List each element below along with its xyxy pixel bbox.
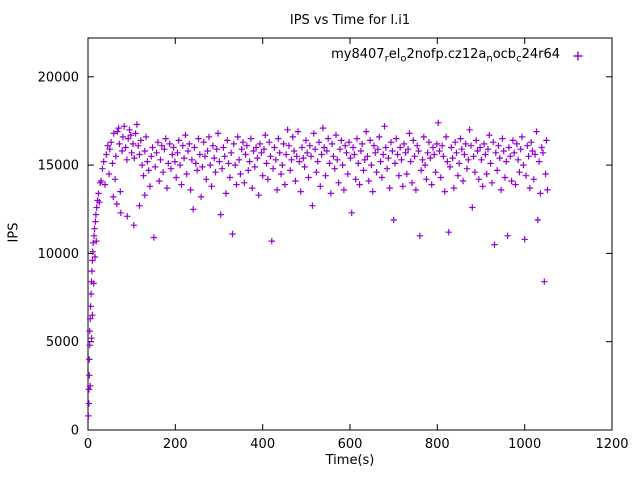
legend-label-text: el (388, 47, 401, 62)
x-tick-label: 1200 (595, 437, 628, 452)
scatter-points (85, 119, 551, 420)
x-tick-label: 200 (163, 437, 188, 452)
legend-label-subscript: c (516, 53, 522, 65)
legend-label-text: my8407 (331, 47, 385, 62)
y-tick-label: 10000 (38, 247, 79, 262)
plot-border (87, 37, 613, 431)
x-tick-label: 400 (250, 437, 275, 452)
y-axis-label: IPS (6, 222, 22, 243)
x-tick-label: 0 (84, 437, 92, 452)
x-tick-label: 600 (338, 437, 363, 452)
x-tick-label: 1000 (508, 437, 541, 452)
legend-label-text: 2nofp.cz12a (406, 47, 487, 62)
x-tick-label: 800 (425, 437, 450, 452)
x-axis-label: Time(s) (325, 453, 375, 468)
plus-marker-icon (573, 51, 583, 61)
legend-series-label: my8407relo2nofp.cz12anocbc24r64 (331, 47, 560, 65)
chart-title: IPS vs Time for l.i1 (289, 13, 411, 28)
y-tick-label: 15000 (38, 159, 79, 174)
legend: my8407relo2nofp.cz12anocbc24r64 (331, 47, 584, 65)
legend-label-subscript: r (384, 53, 389, 65)
legend-label-text: ocb (492, 47, 517, 62)
y-tick-label: 5000 (46, 335, 79, 350)
legend-label-subscript: n (486, 53, 493, 65)
y-tick-label: 0 (71, 424, 79, 439)
legend-label-text: 24r64 (521, 47, 560, 62)
y-tick-label: 20000 (38, 70, 79, 85)
legend-label-subscript: o (400, 53, 407, 65)
